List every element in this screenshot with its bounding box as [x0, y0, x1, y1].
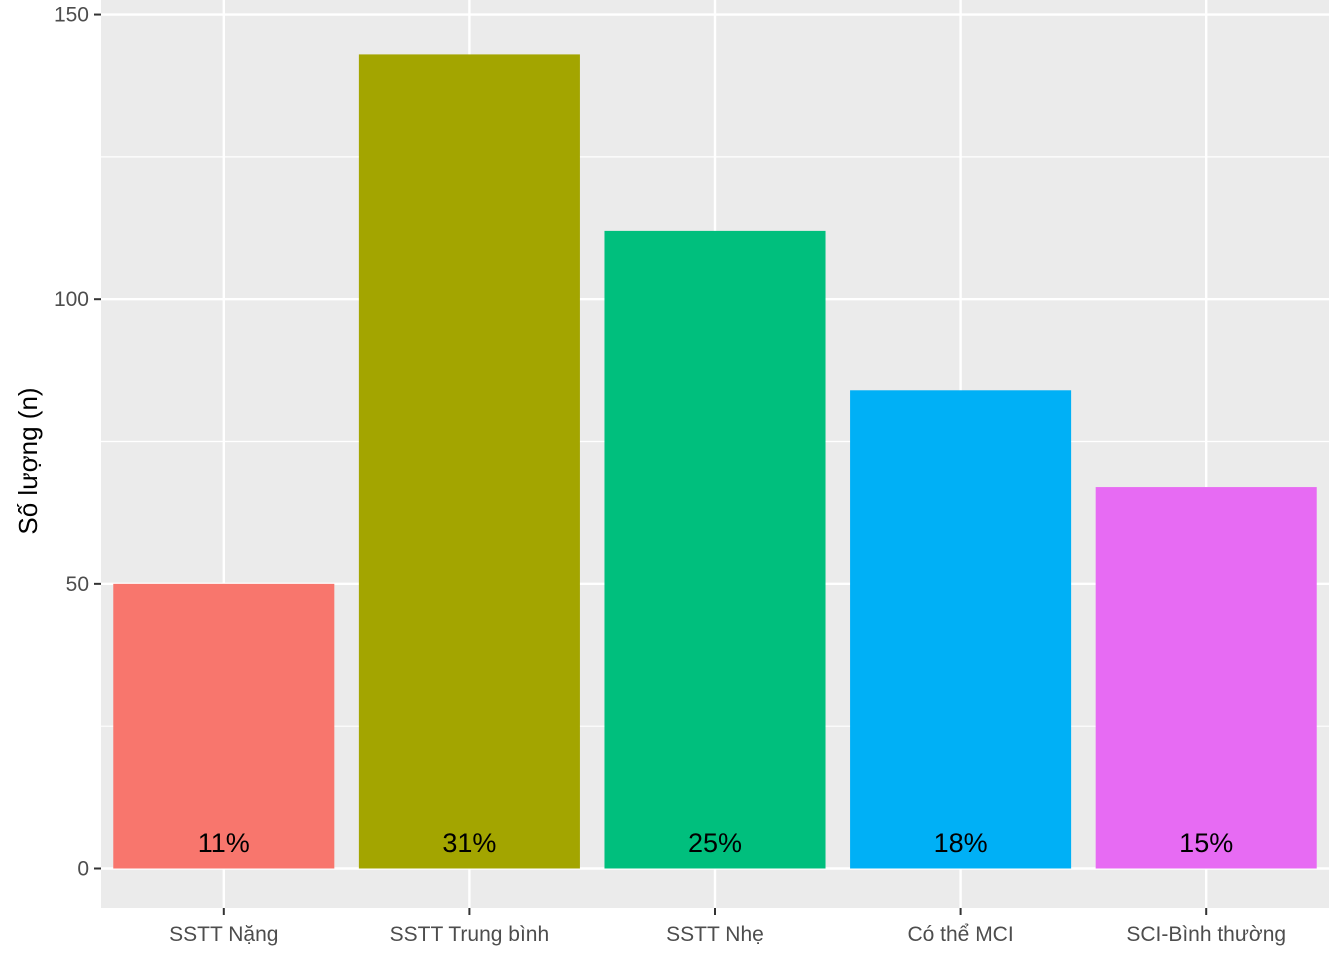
y-axis-title: Số lượng (n) [13, 387, 43, 534]
bar-data-label: 31% [442, 828, 496, 858]
x-tick-label: SSTT Trung bình [390, 923, 550, 946]
bar-data-label: 15% [1179, 828, 1233, 858]
x-tick-label: SSTT Nặng [169, 923, 278, 946]
y-tick-label: 150 [54, 4, 89, 27]
y-tick-label: 0 [77, 858, 89, 881]
bar-data-label: 11% [198, 828, 250, 858]
bar-data-label: 18% [934, 828, 988, 858]
x-tick-label: SCI-Bình thường [1126, 923, 1286, 946]
y-tick-label: 50 [66, 573, 89, 596]
bar [358, 54, 580, 869]
bar-data-label: 25% [688, 828, 742, 858]
bar [113, 583, 335, 869]
x-axis: SSTT Nặng SSTT Trung bình SSTT Nhẹ Có thể M… [169, 908, 1286, 946]
y-tick-label: 100 [54, 288, 89, 311]
bar-labels: 11% 31% 25% 18% 15% [198, 828, 1233, 858]
y-axis: 0 50 100 150 [54, 4, 101, 881]
bar [604, 230, 826, 869]
bars [113, 54, 1317, 869]
x-tick-label: Có thể MCI [907, 923, 1013, 946]
x-tick-label: SSTT Nhẹ [666, 923, 764, 946]
bar [850, 390, 1072, 869]
bar [1095, 487, 1317, 869]
